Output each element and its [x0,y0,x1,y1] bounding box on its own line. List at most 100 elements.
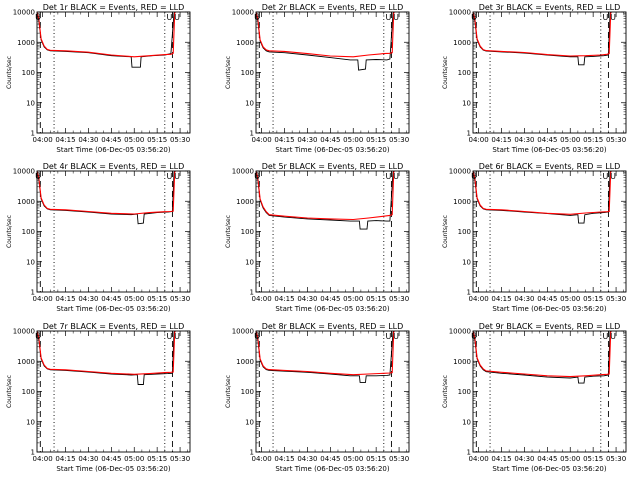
x-tick-label: 04:45 [537,136,557,144]
y-tick-label: 1 [250,289,254,297]
plot-frame [472,170,627,293]
lld-series-line [256,12,395,58]
x-tick-label: 04:00 [469,455,489,463]
y-tick-label: 1000 [236,39,254,47]
chart-title: Det 4r BLACK = Events, RED = LLD [43,162,185,171]
chart-panel: Det 2r BLACK = Events, RED = LLD Counts/s… [225,3,410,154]
x-tick-label: 04:15 [491,295,511,303]
y-tick-label: 10000 [232,9,254,17]
x-tick-label: 05:15 [147,295,167,303]
plot-frame [472,330,627,453]
chart-panel: Det 6r BLACK = Events, RED = LLD Counts/s… [442,162,627,313]
y-tick-label: 100 [22,69,35,77]
y-tick-label: 100 [241,388,254,396]
y-tick-label: 1000 [236,198,254,206]
x-tick-label: 05:00 [343,136,363,144]
x-tick-label: 04:30 [514,136,534,144]
u-marker-label: U [174,13,180,22]
x-tick-label: 05:15 [583,136,603,144]
x-tick-label: 04:15 [274,136,294,144]
u-marker-label: U [254,13,260,22]
y-tick-label: 10 [26,418,35,426]
lld-series-line [37,331,176,375]
x-tick-label: 04:30 [514,455,534,463]
plot-frame [472,11,627,134]
y-tick-label: 100 [458,228,471,236]
x-tick-label: 04:45 [320,295,340,303]
u-marker-label: U [35,172,41,181]
y-tick-label: 10 [462,99,471,107]
x-tick-label: 05:15 [366,295,386,303]
events-series-line [256,331,395,383]
y-tick-label: 1 [250,130,254,138]
x-tick-label: 04:00 [469,136,489,144]
chart-title: Det 7r BLACK = Events, RED = LLD [43,322,185,331]
u-marker-label: U [610,13,616,22]
x-tick-label: 05:00 [124,295,144,303]
u-marker-label: U [471,172,477,181]
y-tick-label: 1 [31,130,35,138]
y-tick-label: 1 [467,130,471,138]
x-tick-label: 05:15 [583,455,603,463]
u-marker-label: U [393,172,399,181]
x-tick-label: 05:00 [343,295,363,303]
x-tick-label: 04:15 [274,455,294,463]
chart-panel: Det 7r BLACK = Events, RED = LLD Counts/s… [6,322,191,473]
x-tick-label: 05:00 [560,295,580,303]
x-tick-label: 05:15 [366,455,386,463]
y-tick-label: 100 [22,388,35,396]
u-marker-label: U [35,332,41,341]
y-tick-label: 10000 [13,9,35,17]
y-tick-label: 100 [458,69,471,77]
x-axis-label: Start Time (06-Dec-05 03:56:20) [275,305,389,313]
y-axis-label: Counts/sec [6,375,13,408]
chart-panel: Det 8r BLACK = Events, RED = LLD Counts/s… [225,322,410,473]
u-marker-label: U [166,172,172,181]
u-marker-label: U [471,332,477,341]
x-tick-label: 05:15 [583,295,603,303]
x-tick-label: 04:45 [537,295,557,303]
chart-title: Det 8r BLACK = Events, RED = LLD [262,322,404,331]
x-tick-label: 04:45 [320,455,340,463]
lld-series-line [473,331,612,378]
x-tick-label: 04:00 [33,295,53,303]
y-axis-label: Counts/sec [442,56,449,89]
y-tick-label: 1000 [236,358,254,366]
x-tick-label: 05:30 [606,136,626,144]
x-axis-label: Start Time (06-Dec-05 03:56:20) [492,305,606,313]
lld-series-line [37,12,176,58]
x-tick-label: 05:30 [389,455,409,463]
x-tick-label: 05:30 [606,295,626,303]
y-tick-label: 1000 [17,198,35,206]
x-tick-label: 04:45 [101,136,121,144]
y-axis-label: Counts/sec [442,375,449,408]
plot-frame [255,170,410,293]
u-marker-label: U [254,172,260,181]
x-tick-label: 05:15 [147,455,167,463]
y-tick-label: 1000 [453,39,471,47]
x-tick-label: 05:00 [560,455,580,463]
y-tick-label: 10 [462,258,471,266]
y-tick-label: 10000 [232,168,254,176]
events-series-line [37,331,176,385]
u-marker-label: U [174,172,180,181]
x-tick-label: 04:00 [33,455,53,463]
x-axis-label: Start Time (06-Dec-05 03:56:20) [492,465,606,473]
x-tick-label: 04:00 [469,295,489,303]
chart-panel: Det 1r BLACK = Events, RED = LLD Counts/s… [6,3,191,154]
plot-frame [36,11,191,134]
x-tick-label: 05:00 [124,455,144,463]
y-tick-label: 1 [31,449,35,457]
x-tick-label: 04:45 [101,295,121,303]
plot-frame [255,330,410,453]
u-marker-label: U [610,172,616,181]
x-axis-label: Start Time (06-Dec-05 03:56:20) [56,146,170,154]
y-tick-label: 100 [458,388,471,396]
chart-title: Det 6r BLACK = Events, RED = LLD [479,162,621,171]
chart-title: Det 1r BLACK = Events, RED = LLD [43,3,185,12]
x-axis-label: Start Time (06-Dec-05 03:56:20) [275,465,389,473]
y-tick-label: 10 [462,418,471,426]
x-tick-label: 04:30 [297,295,317,303]
x-tick-label: 05:30 [170,136,190,144]
